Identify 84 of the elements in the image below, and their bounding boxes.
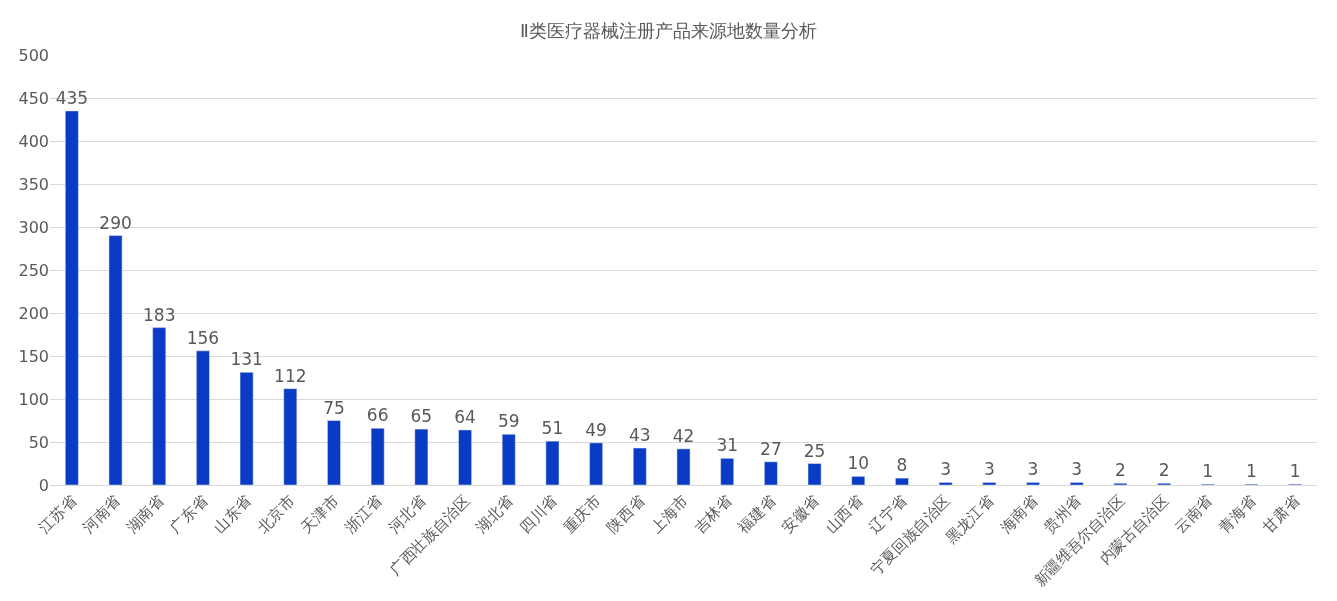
data-label: 3 <box>1071 459 1083 480</box>
bar <box>764 461 778 485</box>
x-tick-label: 陕西省 <box>603 491 648 537</box>
bar <box>895 477 909 485</box>
data-label: 42 <box>672 425 695 446</box>
data-label: 290 <box>99 212 132 233</box>
y-tick-label: 450 <box>18 88 49 108</box>
y-tick-label: 350 <box>18 174 49 194</box>
data-label: 25 <box>803 440 826 461</box>
bar <box>1069 482 1084 485</box>
x-tick-label: 湖南省 <box>122 491 168 537</box>
data-label: 2 <box>1158 460 1170 481</box>
x-tick-label: 广东省 <box>166 491 212 537</box>
data-label: 183 <box>143 304 176 325</box>
data-label: 64 <box>454 406 476 427</box>
data-label: 435 <box>55 87 89 108</box>
x-tick-label: 河南省 <box>79 491 124 537</box>
bar <box>545 440 560 485</box>
bar <box>807 463 822 485</box>
x-tick-label: 安徽省 <box>778 491 823 537</box>
bar <box>938 482 953 485</box>
bar <box>589 442 603 485</box>
bar <box>327 420 341 485</box>
data-label: 59 <box>497 411 520 432</box>
bar <box>633 447 647 485</box>
data-label: 2 <box>1114 460 1126 481</box>
data-label: 43 <box>628 425 651 446</box>
x-tick-label: 上海市 <box>647 491 692 537</box>
bar <box>851 476 866 485</box>
chart-title: Ⅱ类医疗器械注册产品来源地数量分析 <box>520 19 817 41</box>
x-tick-label: 吉林省 <box>690 491 736 537</box>
bar <box>239 372 254 485</box>
data-label: 131 <box>230 349 263 370</box>
x-tick-label: 山西省 <box>821 491 867 537</box>
data-label: 10 <box>847 453 870 474</box>
x-tick-label: 福建省 <box>734 491 780 537</box>
y-tick-label: 200 <box>18 303 49 323</box>
y-tick-label: 500 <box>18 45 49 65</box>
bar <box>501 434 516 485</box>
data-label: 1 <box>1246 461 1257 482</box>
bar <box>414 428 429 485</box>
x-tick-label: 北京市 <box>253 491 299 537</box>
bar <box>196 350 210 485</box>
bar <box>1026 482 1040 485</box>
y-tick-label: 100 <box>18 389 49 409</box>
x-tick-label: 重庆市 <box>559 491 605 537</box>
bar <box>152 327 167 485</box>
x-tick-label: 湖北省 <box>472 491 517 537</box>
bar <box>720 458 734 485</box>
bar <box>283 388 298 485</box>
bar <box>370 427 385 485</box>
data-label: 156 <box>186 327 220 348</box>
bar <box>108 235 123 485</box>
x-tick-label: 四川省 <box>516 491 561 537</box>
x-tick-label: 青海省 <box>1215 491 1260 537</box>
data-label: 3 <box>983 459 995 480</box>
data-label: 75 <box>323 397 345 418</box>
data-label: 3 <box>1027 459 1039 480</box>
x-tick-label: 甘肃省 <box>1258 491 1304 537</box>
data-label: 8 <box>896 455 908 476</box>
y-tick-label: 400 <box>18 131 49 151</box>
data-label: 3 <box>940 459 952 480</box>
x-tick-label: 海南省 <box>996 491 1042 537</box>
data-label: 112 <box>274 365 307 386</box>
y-tick-label: 300 <box>18 217 49 237</box>
data-label: 66 <box>366 405 389 426</box>
bar <box>676 448 691 485</box>
data-label: 49 <box>585 419 607 440</box>
bar <box>982 482 997 485</box>
y-tick-label: 50 <box>28 432 49 452</box>
data-label: 31 <box>716 435 739 456</box>
x-tick-label: 浙江省 <box>341 491 386 537</box>
y-tick-label: 250 <box>18 260 49 280</box>
data-label: 1 <box>1202 461 1214 482</box>
x-tick-label: 山东省 <box>210 491 255 537</box>
data-label: 65 <box>410 406 433 427</box>
bar <box>65 110 79 485</box>
bar <box>458 429 472 485</box>
data-label: 51 <box>541 418 564 439</box>
y-tick-label: 150 <box>18 346 49 366</box>
data-label: 1 <box>1289 461 1301 482</box>
data-label: 27 <box>760 438 782 459</box>
x-tick-label: 云南省 <box>1171 491 1216 537</box>
x-tick-label: 天津市 <box>297 491 343 537</box>
